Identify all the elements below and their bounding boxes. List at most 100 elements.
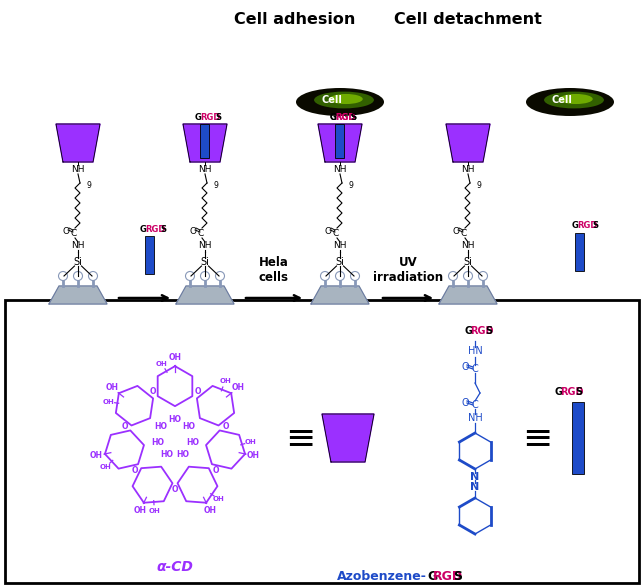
Circle shape	[350, 271, 359, 281]
Polygon shape	[56, 124, 100, 162]
Text: O: O	[172, 485, 178, 495]
Text: 9: 9	[87, 180, 92, 189]
Polygon shape	[311, 286, 369, 304]
Text: OH: OH	[106, 383, 118, 392]
Text: RGD: RGD	[335, 114, 355, 122]
Text: Azobenzene-: Azobenzene-	[337, 570, 427, 582]
Text: O: O	[325, 227, 332, 236]
Text: C: C	[198, 229, 204, 237]
Text: N: N	[470, 472, 480, 482]
Text: OH: OH	[133, 506, 147, 515]
Text: O: O	[131, 466, 138, 475]
Text: ≡: ≡	[285, 421, 315, 455]
Text: HO: HO	[155, 423, 167, 431]
Text: HO: HO	[151, 438, 164, 447]
Text: OH: OH	[247, 451, 260, 461]
Text: G: G	[330, 114, 337, 122]
Polygon shape	[318, 124, 362, 162]
Text: OH: OH	[149, 507, 160, 514]
Text: O: O	[213, 466, 219, 475]
Text: G: G	[140, 226, 147, 234]
Polygon shape	[176, 286, 234, 304]
Text: O: O	[453, 227, 460, 236]
Text: G: G	[427, 570, 437, 582]
Text: C: C	[333, 229, 339, 237]
Text: S: S	[350, 114, 356, 122]
Text: N: N	[470, 482, 480, 492]
Text: HO: HO	[176, 449, 189, 459]
Circle shape	[73, 271, 82, 281]
Circle shape	[216, 271, 225, 281]
Bar	[146, 236, 155, 274]
Text: O: O	[461, 362, 469, 372]
Text: NH: NH	[71, 241, 85, 250]
Text: HN: HN	[468, 346, 482, 356]
Text: O: O	[121, 422, 128, 431]
Text: OH: OH	[219, 379, 231, 384]
Text: 9: 9	[214, 180, 219, 189]
Bar	[200, 124, 209, 158]
Text: HO: HO	[186, 438, 199, 447]
Text: C: C	[71, 229, 77, 237]
Text: Si: Si	[200, 257, 209, 267]
Text: O: O	[222, 422, 229, 431]
Text: C: C	[471, 364, 478, 374]
Text: Hela
cells: Hela cells	[259, 256, 289, 284]
Text: G: G	[195, 114, 202, 122]
Circle shape	[185, 271, 194, 281]
Polygon shape	[439, 286, 497, 304]
Text: OH: OH	[169, 353, 182, 362]
Text: RGD: RGD	[145, 226, 166, 234]
Ellipse shape	[544, 91, 604, 108]
Ellipse shape	[296, 88, 384, 116]
Text: OH: OH	[245, 439, 256, 445]
Circle shape	[200, 271, 209, 281]
Text: Si: Si	[73, 257, 82, 267]
Text: RGD: RGD	[200, 114, 220, 122]
Circle shape	[59, 271, 68, 281]
Text: OH: OH	[103, 399, 115, 405]
Text: S: S	[160, 226, 166, 234]
Text: NH: NH	[461, 241, 475, 250]
Text: S: S	[592, 222, 598, 230]
Polygon shape	[446, 124, 490, 162]
Polygon shape	[49, 286, 107, 304]
Text: G: G	[330, 113, 337, 121]
Text: Cell: Cell	[551, 95, 573, 105]
Circle shape	[448, 271, 457, 281]
Ellipse shape	[329, 94, 363, 104]
Text: Cell adhesion: Cell adhesion	[234, 12, 355, 27]
Text: O: O	[62, 227, 70, 236]
Text: O: O	[461, 398, 469, 408]
Text: RGD: RGD	[577, 222, 598, 230]
Text: C: C	[471, 400, 478, 410]
Text: Si: Si	[464, 257, 473, 267]
Bar	[572, 402, 584, 474]
Text: RGD: RGD	[335, 113, 355, 121]
Ellipse shape	[559, 94, 592, 104]
Text: Cell detachment: Cell detachment	[394, 12, 542, 27]
FancyBboxPatch shape	[5, 300, 639, 583]
Text: OH: OH	[90, 451, 103, 461]
Bar	[336, 124, 345, 158]
Text: OH: OH	[100, 464, 111, 470]
Text: NH: NH	[468, 413, 482, 423]
Text: S: S	[350, 113, 356, 121]
Text: RGD: RGD	[433, 570, 463, 582]
Text: 9: 9	[349, 180, 354, 189]
Circle shape	[464, 271, 473, 281]
Text: G: G	[465, 326, 473, 336]
Text: S: S	[453, 570, 462, 582]
Text: S: S	[215, 114, 221, 122]
Text: NH: NH	[333, 165, 346, 173]
Ellipse shape	[314, 91, 374, 108]
Text: OH: OH	[204, 506, 216, 515]
Circle shape	[336, 271, 345, 281]
Text: Si: Si	[336, 257, 345, 267]
Text: O: O	[194, 387, 201, 396]
Circle shape	[88, 271, 97, 281]
Text: G: G	[555, 387, 563, 397]
Ellipse shape	[526, 88, 614, 116]
Text: OH: OH	[232, 383, 245, 392]
Text: HO: HO	[182, 423, 196, 431]
